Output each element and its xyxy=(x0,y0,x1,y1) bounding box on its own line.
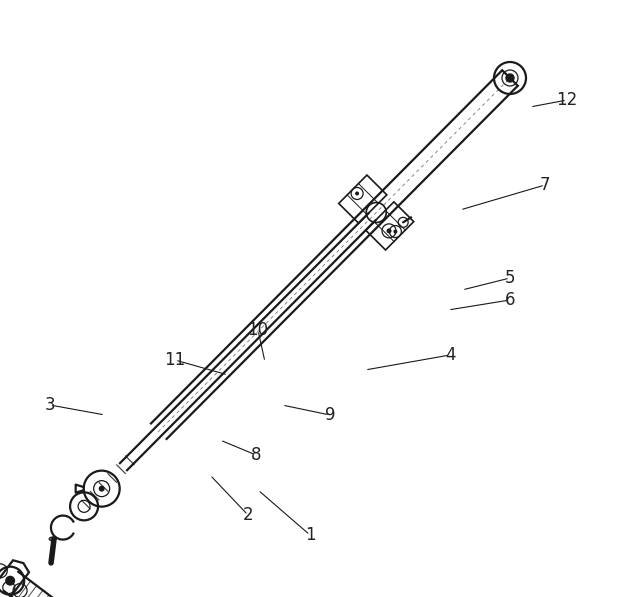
Text: 3: 3 xyxy=(45,396,55,414)
Text: 2: 2 xyxy=(243,506,253,524)
Text: 5: 5 xyxy=(504,269,515,287)
Circle shape xyxy=(393,230,397,233)
Text: 12: 12 xyxy=(556,91,578,109)
Text: 1: 1 xyxy=(305,526,315,544)
Text: 4: 4 xyxy=(445,346,455,364)
Text: 6: 6 xyxy=(504,291,515,309)
Ellipse shape xyxy=(49,537,56,541)
Text: 10: 10 xyxy=(248,321,269,339)
Circle shape xyxy=(355,192,359,195)
Text: 11: 11 xyxy=(164,351,185,369)
Circle shape xyxy=(99,485,104,492)
Circle shape xyxy=(506,74,514,82)
Circle shape xyxy=(386,229,391,233)
Text: 9: 9 xyxy=(325,406,335,424)
Circle shape xyxy=(5,576,15,586)
Text: 7: 7 xyxy=(540,176,550,194)
Text: 8: 8 xyxy=(251,446,261,464)
